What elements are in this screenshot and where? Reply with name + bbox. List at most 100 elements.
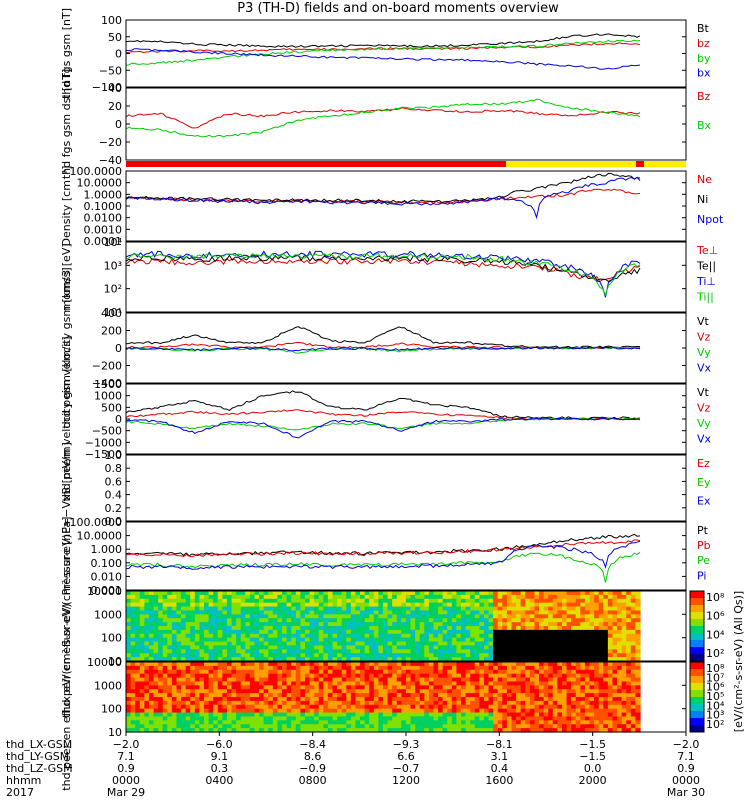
heatmap-cell bbox=[552, 716, 558, 721]
heatmap-cell bbox=[153, 720, 159, 725]
legend-entry: Npot bbox=[697, 213, 724, 226]
heatmap-cell bbox=[493, 720, 499, 725]
series-line-Vy bbox=[125, 417, 640, 431]
heatmap-cell bbox=[162, 728, 168, 733]
heatmap-cell bbox=[534, 637, 540, 643]
heatmap-cell bbox=[383, 677, 389, 683]
date-start-label: Mar 29 bbox=[107, 786, 145, 799]
heatmap-cell bbox=[341, 681, 347, 686]
heatmap-cell bbox=[433, 637, 439, 643]
heatmap-cell bbox=[571, 618, 577, 623]
heatmap-cell bbox=[401, 677, 407, 683]
heatmap-cell bbox=[410, 637, 416, 643]
heatmap-cell bbox=[575, 629, 581, 635]
heatmap-cell bbox=[575, 720, 581, 725]
heatmap-cell bbox=[222, 689, 228, 694]
heatmap-cell bbox=[479, 728, 485, 733]
heatmap-cell bbox=[204, 641, 210, 647]
y-tick-label: 1000 bbox=[94, 390, 122, 403]
heatmap-cell bbox=[396, 591, 402, 596]
heatmap-cell bbox=[497, 693, 503, 698]
heatmap-cell bbox=[373, 712, 380, 718]
heatmap-cell bbox=[387, 665, 393, 671]
heatmap-cell bbox=[506, 641, 513, 647]
heatmap-cell bbox=[410, 700, 416, 706]
heatmap-cell bbox=[249, 724, 256, 729]
heatmap-cell bbox=[529, 708, 536, 714]
heatmap-cell bbox=[369, 700, 375, 706]
heatmap-cell bbox=[383, 685, 389, 690]
heatmap-cell bbox=[369, 629, 375, 635]
heatmap-cell bbox=[245, 626, 251, 631]
heatmap-cell bbox=[240, 669, 246, 675]
heatmap-cell bbox=[612, 591, 618, 596]
heatmap-cell bbox=[571, 673, 577, 679]
heatmap-cell bbox=[461, 645, 467, 650]
heatmap-cell bbox=[474, 673, 480, 679]
heatmap-cell bbox=[231, 602, 237, 608]
heatmap-cell bbox=[428, 653, 435, 658]
heatmap-cell bbox=[240, 618, 246, 623]
heatmap-cell bbox=[282, 633, 288, 639]
heatmap-cell bbox=[199, 697, 205, 702]
heatmap-cell bbox=[474, 720, 480, 725]
heatmap-cell bbox=[213, 622, 219, 627]
heatmap-cell bbox=[259, 685, 265, 690]
heatmap-cell bbox=[318, 662, 324, 667]
heatmap-cell bbox=[529, 610, 536, 615]
x-row-value: 0400 bbox=[205, 774, 233, 787]
heatmap-cell bbox=[176, 610, 182, 615]
heatmap-cell bbox=[153, 633, 159, 639]
heatmap-cell bbox=[424, 633, 430, 639]
legend-entry: Ez bbox=[697, 457, 710, 470]
heatmap-cell bbox=[461, 693, 467, 698]
y-tick-label: 10² bbox=[104, 283, 122, 296]
heatmap-cell bbox=[300, 673, 306, 679]
heatmap-cell bbox=[126, 669, 132, 675]
heatmap-cell bbox=[171, 645, 178, 650]
heatmap-cell bbox=[217, 606, 223, 612]
heatmap-cell bbox=[626, 720, 632, 725]
heatmap-cell bbox=[635, 728, 641, 733]
heatmap-cell bbox=[337, 708, 343, 714]
heatmap-cell bbox=[304, 645, 311, 650]
heatmap-cell bbox=[607, 606, 614, 612]
heatmap-cell bbox=[584, 637, 591, 643]
heatmap-cell bbox=[428, 591, 435, 596]
heatmap-cell bbox=[617, 700, 623, 706]
heatmap-cell bbox=[516, 626, 522, 631]
heatmap-cell bbox=[433, 693, 439, 698]
heatmap-cell bbox=[176, 606, 182, 612]
heatmap-cell bbox=[190, 657, 196, 662]
heatmap-cell bbox=[341, 626, 347, 631]
heatmap-cell bbox=[383, 662, 389, 667]
heatmap-cell bbox=[516, 610, 522, 615]
heatmap-cell bbox=[511, 629, 517, 635]
heatmap-cell bbox=[603, 622, 609, 627]
heatmap-cell bbox=[162, 602, 168, 608]
heatmap-cell bbox=[199, 598, 205, 604]
heatmap-cell bbox=[483, 649, 490, 654]
heatmap-cell bbox=[130, 649, 136, 654]
heatmap-cell bbox=[392, 681, 398, 686]
heatmap-cell bbox=[461, 728, 467, 733]
heatmap-cell bbox=[539, 697, 545, 702]
heatmap-cell bbox=[346, 645, 352, 650]
heatmap-cell bbox=[350, 712, 357, 718]
heatmap-cell bbox=[497, 728, 503, 733]
heatmap-cell bbox=[630, 633, 637, 639]
heatmap-cell bbox=[291, 610, 297, 615]
heatmap-cell bbox=[332, 693, 338, 698]
heatmap-cell bbox=[231, 728, 237, 733]
heatmap-cell bbox=[135, 606, 141, 612]
heatmap-cell bbox=[621, 629, 627, 635]
heatmap-cell bbox=[506, 665, 513, 671]
panel-frame bbox=[125, 170, 687, 242]
heatmap-cell bbox=[529, 591, 536, 596]
heatmap-cell bbox=[561, 673, 568, 679]
heatmap-cell bbox=[355, 681, 361, 686]
heatmap-cell bbox=[277, 645, 283, 650]
heatmap-cell bbox=[194, 720, 201, 725]
heatmap-cell bbox=[282, 669, 288, 675]
heatmap-cell bbox=[543, 669, 549, 675]
